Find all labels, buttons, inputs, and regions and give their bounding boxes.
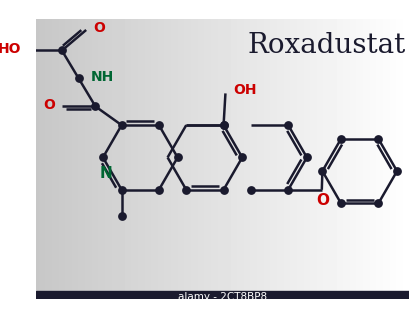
Point [375,136,382,141]
Text: Roxadustat: Roxadustat [248,32,406,59]
Text: OH: OH [234,84,257,97]
Point [285,123,291,128]
Text: alamy - 2CT8BP8: alamy - 2CT8BP8 [178,292,267,302]
Point [92,104,99,109]
Point [239,155,246,160]
Point [118,213,125,219]
Point [338,136,344,141]
Point [319,169,326,174]
Point [220,123,227,128]
Text: N: N [99,166,112,181]
Point [183,187,190,192]
Text: HO: HO [0,42,22,56]
Point [220,187,227,192]
Text: O: O [43,98,55,112]
Point [375,201,382,206]
Point [100,155,106,160]
Point [248,187,254,192]
Point [285,187,291,192]
Point [174,155,181,160]
Point [156,123,162,128]
Point [118,187,125,192]
Text: NH: NH [90,70,114,84]
Text: O: O [93,21,105,35]
Point [58,48,65,53]
Point [304,155,310,160]
Point [156,187,162,192]
Point [220,123,227,128]
Bar [36,291,409,307]
Point [75,76,82,81]
Point [118,123,125,128]
Point [394,169,400,174]
Text: O: O [316,193,329,208]
Point [338,201,344,206]
